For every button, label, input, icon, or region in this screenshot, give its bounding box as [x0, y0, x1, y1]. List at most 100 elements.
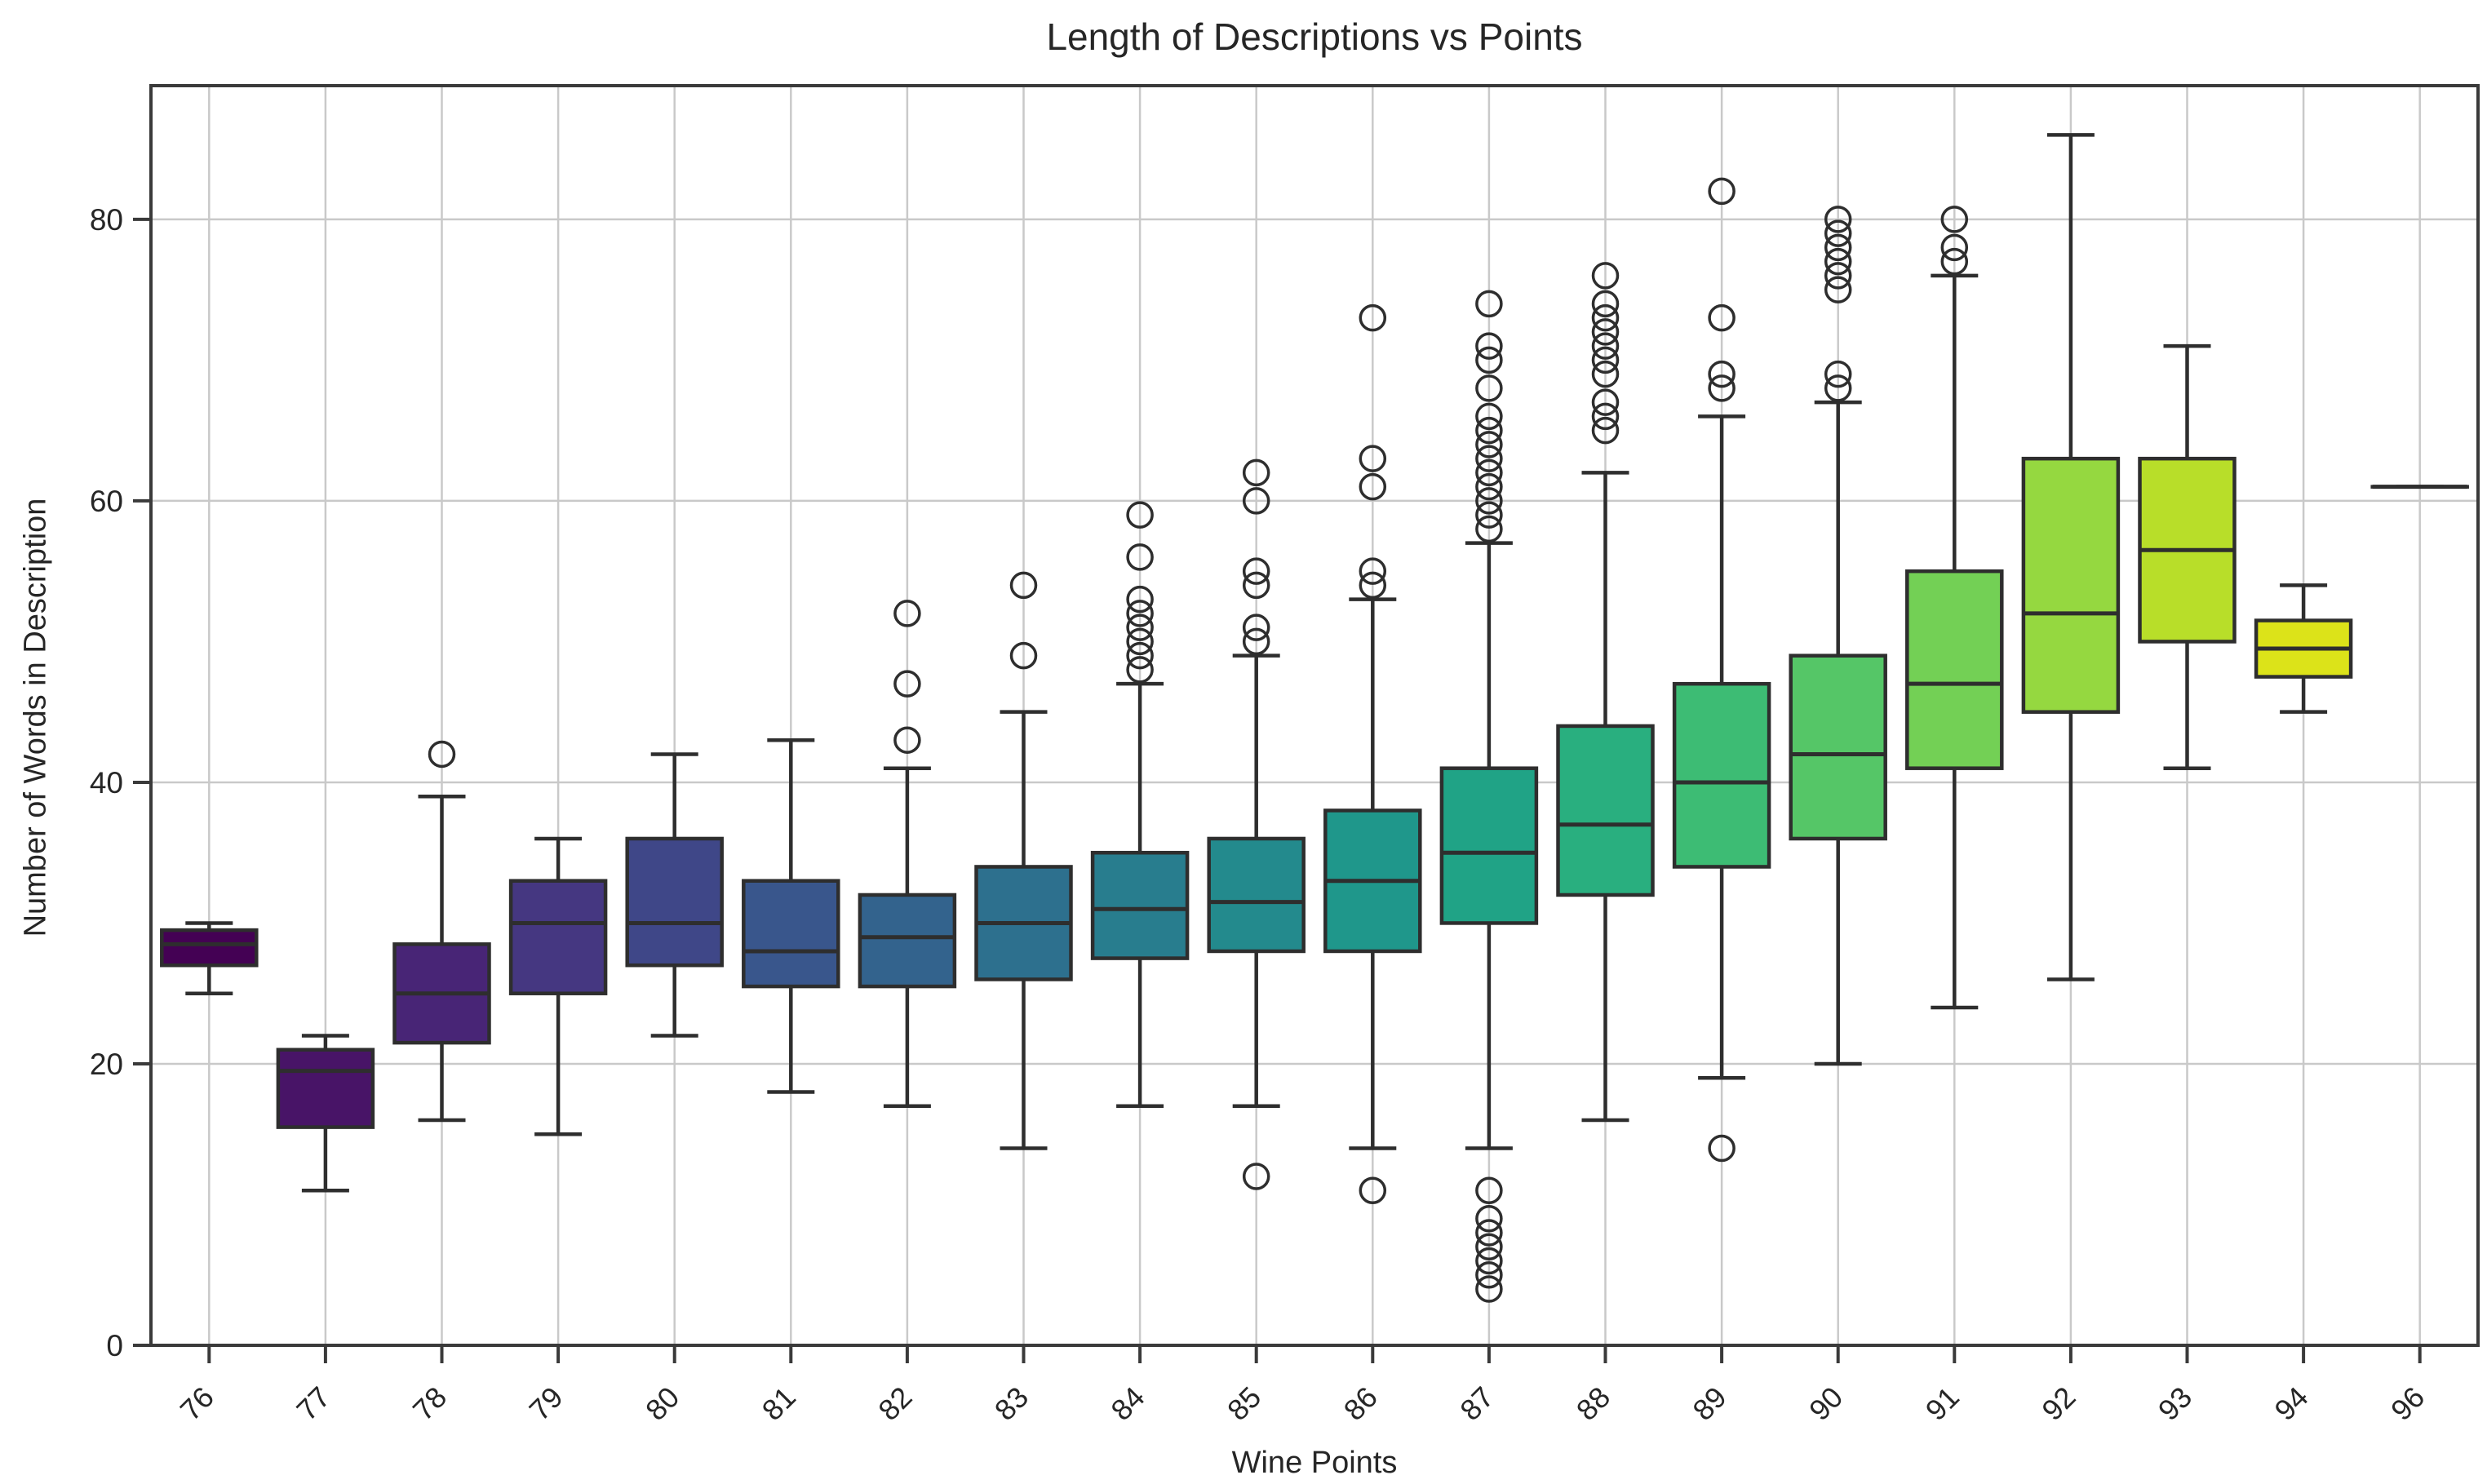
- y-tick-label: 0: [106, 1329, 123, 1362]
- outlier-point: [1591, 402, 1620, 431]
- box-89: [1672, 681, 1771, 869]
- x-tick-label: 85: [1221, 1380, 1267, 1427]
- outlier-point: [1824, 233, 1852, 262]
- x-tick-label: 93: [2152, 1380, 2198, 1427]
- outlier-point: [1824, 276, 1852, 303]
- outlier-point: [1824, 219, 1852, 247]
- outlier-point: [1475, 346, 1503, 374]
- outlier-point: [1475, 1260, 1503, 1289]
- outlier-point: [1126, 585, 1154, 614]
- x-tick-label: 87: [1453, 1380, 1500, 1427]
- outlier-point: [1126, 543, 1154, 571]
- outlier-point: [1940, 247, 1969, 276]
- x-axis-label: Wine Points: [1231, 1446, 1398, 1480]
- outlier-point: [1475, 1176, 1503, 1204]
- x-tick-label: 86: [1337, 1380, 1384, 1427]
- outlier-point: [1009, 641, 1038, 670]
- outlier-point: [1475, 332, 1503, 360]
- outlier-point: [1475, 1219, 1503, 1247]
- outlier-point: [1242, 487, 1270, 515]
- outlier-point: [1591, 332, 1620, 360]
- outlier-point: [1242, 1163, 1270, 1190]
- outlier-point: [1708, 374, 1736, 402]
- outlier-point: [1126, 501, 1154, 529]
- outlier-point: [1591, 318, 1620, 346]
- y-tick-label: 20: [90, 1048, 123, 1081]
- y-tick-label: 40: [90, 766, 123, 800]
- outlier-point: [1359, 445, 1387, 472]
- box-92: [2021, 456, 2121, 714]
- outlier-point: [1824, 206, 1852, 233]
- x-tick-label: 91: [1919, 1380, 1966, 1427]
- x-tick-label: 94: [2268, 1380, 2314, 1427]
- outlier-point: [1359, 571, 1387, 600]
- outlier-point: [893, 726, 921, 754]
- x-tick-label: 82: [871, 1380, 918, 1427]
- outlier-point: [1242, 614, 1270, 641]
- outlier-point: [1824, 262, 1852, 290]
- outlier-point: [1940, 206, 1969, 233]
- x-tick-label: 89: [1686, 1380, 1732, 1427]
- box-80: [625, 836, 724, 968]
- box-91: [1905, 569, 2004, 770]
- outlier-point: [1242, 571, 1270, 600]
- outlier-point: [1475, 416, 1503, 445]
- y-axis-label: Number of Words in Description: [18, 498, 53, 937]
- x-tick-label: 92: [2035, 1380, 2081, 1427]
- box-79: [508, 879, 608, 995]
- outlier-point: [1475, 431, 1503, 458]
- x-tick-label: 79: [522, 1380, 569, 1427]
- outlier-point: [1475, 402, 1503, 431]
- outlier-point: [1708, 1134, 1736, 1163]
- outlier-point: [1242, 557, 1270, 585]
- outlier-point: [1126, 600, 1154, 627]
- outlier-point: [1475, 1275, 1503, 1303]
- outlier-point: [1359, 557, 1387, 585]
- outlier-point: [1824, 247, 1852, 276]
- x-tick-label: 84: [1104, 1380, 1150, 1427]
- outlier-point: [1591, 360, 1620, 388]
- x-tick-label: 81: [756, 1380, 802, 1427]
- outlier-point: [1475, 1247, 1503, 1275]
- outlier-point: [1242, 627, 1270, 656]
- x-tick-label: 78: [406, 1380, 453, 1427]
- outlier-point: [1475, 458, 1503, 487]
- outlier-point: [1708, 360, 1736, 388]
- outlier-point: [1126, 641, 1154, 670]
- box-84: [1090, 850, 1190, 960]
- box-81: [742, 879, 840, 989]
- box-85: [1207, 836, 1306, 954]
- outlier-point: [1359, 472, 1387, 501]
- outlier-point: [1708, 177, 1736, 206]
- outlier-point: [1475, 445, 1503, 472]
- box-77: [276, 1048, 375, 1129]
- outlier-point: [893, 670, 921, 698]
- outlier-point: [1475, 501, 1503, 529]
- outlier-point: [1591, 346, 1620, 374]
- outlier-point: [1591, 303, 1620, 332]
- box-87: [1439, 766, 1539, 925]
- outlier-point: [428, 740, 456, 769]
- outlier-point: [1940, 233, 1969, 262]
- outlier-point: [1591, 290, 1620, 318]
- box-90: [1789, 653, 1887, 841]
- outlier-point: [1475, 515, 1503, 543]
- x-tick-label: 83: [988, 1380, 1035, 1427]
- outlier-point: [1475, 374, 1503, 402]
- outlier-point: [1591, 416, 1620, 445]
- y-tick-label: 60: [90, 485, 123, 518]
- chart-title: Length of Descriptions vs Points: [1046, 16, 1583, 58]
- outlier-point: [1126, 627, 1154, 656]
- outlier-point: [1824, 374, 1852, 402]
- outlier-point: [1475, 487, 1503, 515]
- outlier-point: [1824, 360, 1852, 388]
- outlier-point: [1475, 1204, 1503, 1233]
- outlier-point: [1475, 472, 1503, 501]
- x-tick-label: 80: [639, 1380, 685, 1427]
- outlier-point: [1591, 388, 1620, 416]
- outlier-point: [1591, 262, 1620, 290]
- box-88: [1556, 724, 1655, 897]
- outlier-point: [893, 600, 921, 627]
- x-tick-label: 96: [2384, 1380, 2431, 1427]
